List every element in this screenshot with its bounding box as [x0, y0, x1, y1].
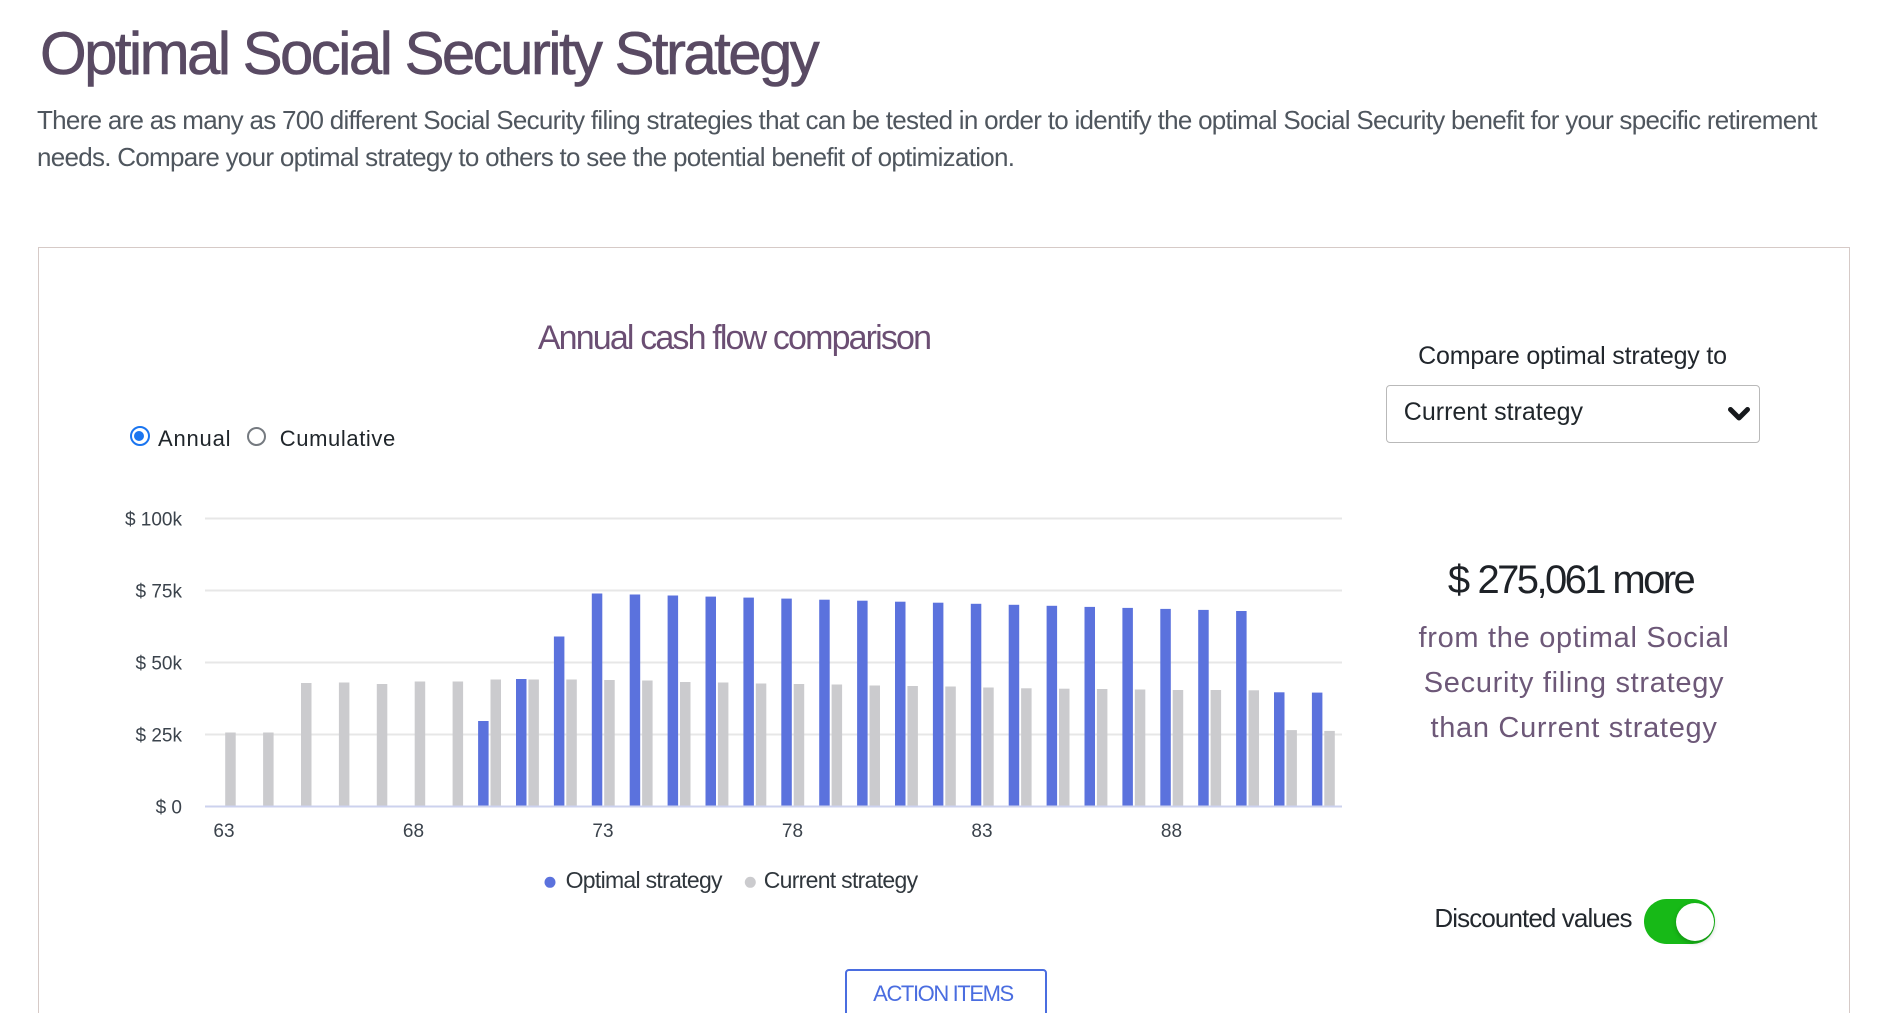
svg-text:Current strategy: Current strategy: [764, 867, 919, 893]
svg-text:63: 63: [213, 821, 234, 842]
svg-text:$ 25k: $ 25k: [136, 725, 183, 746]
svg-text:$ 0: $ 0: [156, 797, 182, 818]
svg-text:$ 100k: $ 100k: [125, 509, 183, 530]
svg-text:$ 75k: $ 75k: [136, 581, 183, 602]
svg-text:73: 73: [592, 821, 613, 842]
svg-text:Optimal strategy: Optimal strategy: [566, 867, 723, 893]
svg-text:78: 78: [782, 821, 803, 842]
svg-text:83: 83: [971, 821, 992, 842]
svg-text:68: 68: [403, 821, 424, 842]
svg-text:88: 88: [1161, 821, 1182, 842]
svg-text:$ 50k: $ 50k: [136, 653, 183, 674]
